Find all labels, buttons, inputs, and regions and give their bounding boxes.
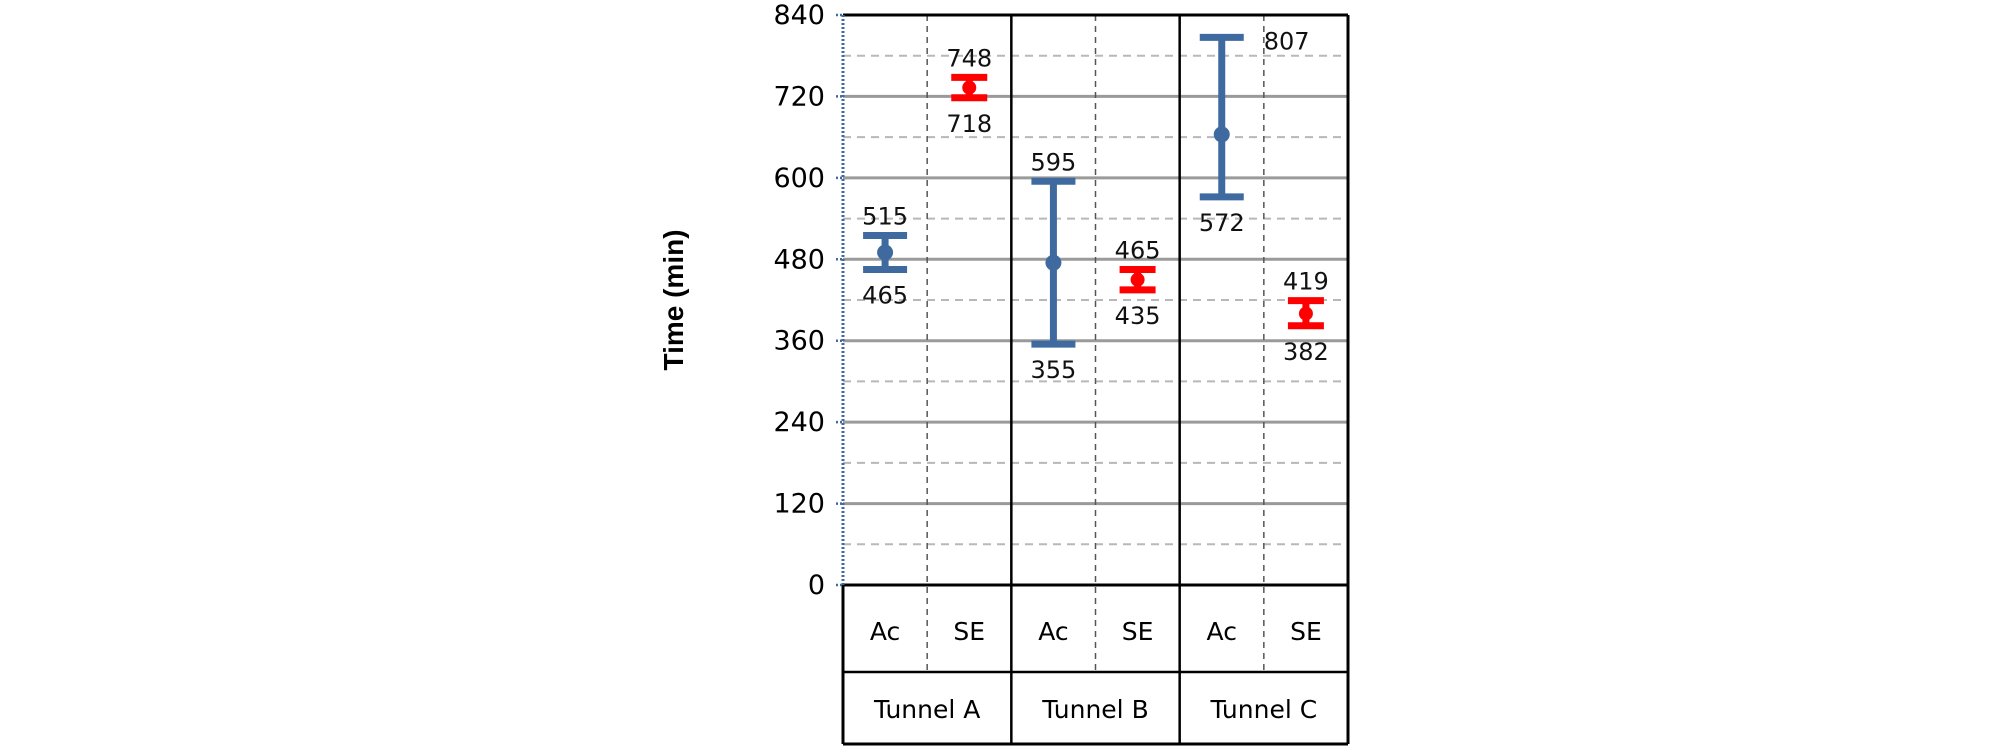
error-bar-mean-point [877,244,894,261]
error-bar-mean-point [1045,254,1062,271]
subcategory-label: SE [1290,617,1322,646]
y-tick-label: 120 [773,489,825,520]
category-labels: Ac SE Ac SE Ac SE Tunnel A Tunnel B Tunnel C [870,617,1322,724]
subcategory-label: Ac [870,617,900,646]
error-bar-se: 748 718 [946,44,992,137]
group-label: Tunnel B [1041,695,1148,724]
data-label-high: 465 [1115,236,1161,264]
group-label: Tunnel C [1209,695,1317,724]
y-tick-label: 480 [773,244,825,275]
data-label-low: 718 [946,110,992,138]
y-tick-label: 600 [773,163,825,194]
data-label-high: 595 [1031,148,1077,176]
subcategory-label: Ac [1207,617,1237,646]
error-bar-mean-point [1298,306,1313,321]
error-bar-ac: 595 355 [1031,148,1077,384]
y-axis-ticks: 0 120 240 360 480 600 720 840 [773,0,843,601]
error-bar-mean-point [962,80,977,95]
data-label-low: 382 [1283,338,1329,366]
error-bar-se: 419 382 [1283,268,1329,366]
y-axis-title: Time (min) [658,229,689,370]
data-label-high: 807 [1264,27,1310,55]
y-tick-label: 840 [773,0,825,31]
data-label-low: 435 [1115,302,1161,330]
subcategory-label: Ac [1038,617,1068,646]
error-bar-ac: 515 465 [862,203,908,310]
data-label-low: 465 [862,281,908,309]
error-bar-mean-point [1130,272,1145,287]
error-bar-se: 465 435 [1115,236,1161,329]
group-label: Tunnel A [873,695,980,724]
y-tick-label: 360 [773,326,825,357]
data-label-high: 748 [946,44,992,72]
subcategory-label: SE [1122,617,1154,646]
error-bar-mean-point [1213,126,1230,143]
data-label-high: 515 [862,203,908,231]
y-tick-label: 240 [773,407,825,438]
data-label-low: 355 [1031,356,1077,384]
chart-frame [841,13,1350,746]
y-tick-label: 720 [773,81,825,112]
subcategory-label: SE [953,617,985,646]
data-label-low: 572 [1199,209,1245,237]
error-bars: 515 465 748 718 595 355 465 435 807 572 419 382 [862,27,1329,384]
error-bar-ac: 807 572 [1199,27,1310,236]
data-label-high: 419 [1283,268,1329,296]
y-tick-label: 0 [808,570,825,601]
